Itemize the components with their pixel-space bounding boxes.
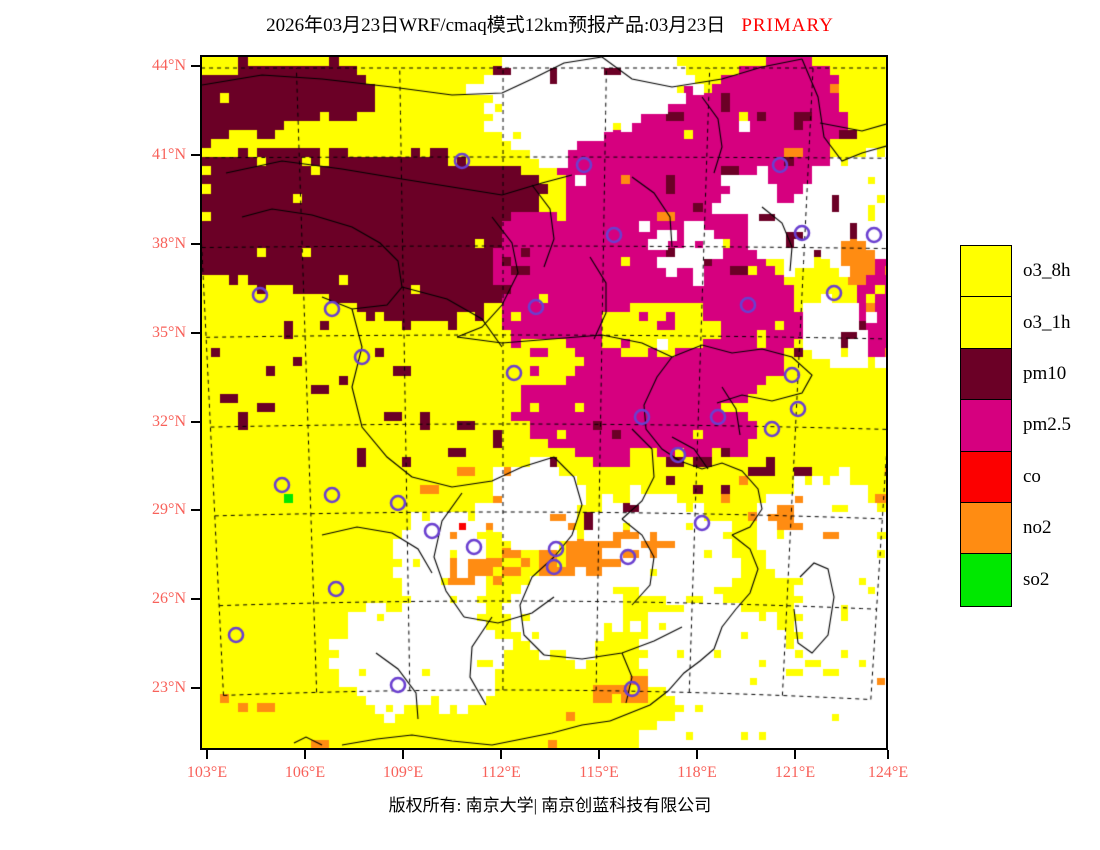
y-axis-tick (191, 421, 200, 423)
legend-swatch-o3_1h: o3_1h (961, 297, 1071, 349)
legend-label-so2: so2 (1023, 569, 1050, 591)
y-axis-label-35N: 35°N (152, 324, 186, 341)
x-axis-tick (402, 750, 404, 759)
y-axis-label-26N: 26°N (152, 590, 186, 607)
legend-swatch-so2: so2 (961, 554, 1049, 606)
y-axis-label-29N: 29°N (152, 501, 186, 518)
x-axis-tick (696, 750, 698, 759)
x-axis-label-118E: 118°E (677, 764, 717, 781)
y-axis-label-41N: 41°N (152, 146, 186, 163)
legend-swatch-co: co (961, 451, 1041, 503)
x-axis-label-106E: 106°E (284, 764, 326, 781)
map-plot-area[interactable] (200, 55, 888, 750)
page-title: 2026年03月23日WRF/cmaq模式12km预报产品:03月23日 PRIM… (0, 10, 1100, 37)
x-axis-tick (887, 750, 889, 759)
x-axis-tick (598, 750, 600, 759)
legend-label-o3_8h: o3_8h (1023, 260, 1071, 282)
legend-label-pm2-5: pm2.5 (1023, 414, 1072, 436)
legend-swatch-no2: no2 (961, 502, 1052, 555)
legend-panel: o3_8h o3_1h pm10 pm2.5 co no2 so2 (960, 245, 1071, 607)
legend-swatch-pm2-5: pm2.5 (961, 400, 1071, 452)
x-axis-label-112E: 112°E (481, 764, 521, 781)
x-axis-tick (206, 750, 208, 759)
legend-swatch-o3_8h: o3_8h (961, 246, 1071, 298)
x-axis-label-124E: 124°E (867, 764, 909, 781)
y-axis-tick (191, 332, 200, 334)
legend-label-co: co (1023, 465, 1041, 487)
air-quality-heatmap-canvas[interactable] (202, 57, 886, 748)
y-axis-tick (191, 243, 200, 245)
y-axis-tick (191, 598, 200, 600)
legend-label-o3_1h: o3_1h (1023, 311, 1071, 333)
x-axis-label-115E: 115°E (579, 764, 619, 781)
legend-label-no2: no2 (1023, 517, 1052, 539)
y-axis-tick (191, 687, 200, 689)
x-axis-label-109E: 109°E (382, 764, 424, 781)
y-axis-label-23N: 23°N (152, 679, 186, 696)
y-axis-label-32N: 32°N (152, 413, 186, 430)
x-axis-tick (794, 750, 796, 759)
title-main-text: 2026年03月23日WRF/cmaq模式12km预报产品:03月23日 (266, 15, 726, 36)
x-axis-tick (500, 750, 502, 759)
x-axis-label-103E: 103°E (186, 764, 228, 781)
y-axis-label-38N: 38°N (152, 235, 186, 252)
legend-label-pm10: pm10 (1023, 362, 1067, 384)
x-axis-tick (304, 750, 306, 759)
x-axis-label-121E: 121°E (774, 764, 816, 781)
y-axis-tick (191, 154, 200, 156)
y-axis-tick (191, 65, 200, 67)
title-primary-flag: PRIMARY (741, 15, 834, 36)
copyright-footer: 版权所有: 南京大学| 南京创蓝科技有限公司 (388, 796, 712, 815)
y-axis-label-44N: 44°N (152, 57, 186, 74)
legend-swatch-pm10: pm10 (961, 348, 1066, 401)
y-axis-tick (191, 509, 200, 511)
